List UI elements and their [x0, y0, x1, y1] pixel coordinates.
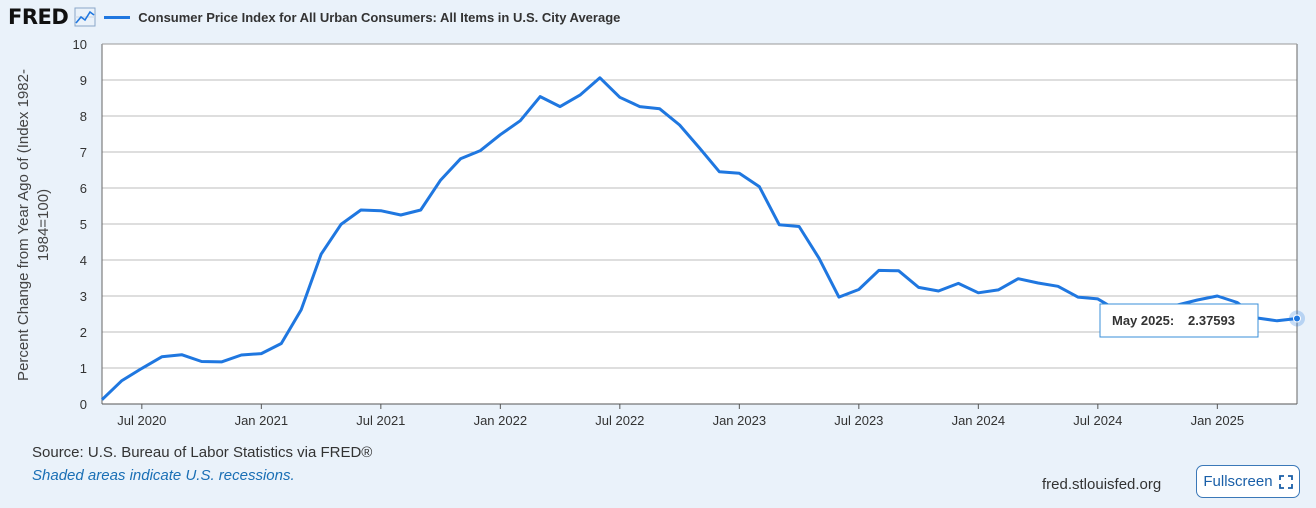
y-tick-label: 1: [80, 361, 87, 376]
site-link[interactable]: fred.stlouisfed.org: [1042, 476, 1162, 493]
recession-note: Shaded areas indicate U.S. recessions.: [32, 467, 295, 484]
x-tick-label: Jan 2022: [474, 413, 528, 428]
y-tick-label: 2: [80, 325, 87, 340]
y-tick-label: 10: [73, 37, 87, 52]
y-tick-label: 8: [80, 109, 87, 124]
y-axis-label: Percent Change from Year Ago of (Index 1…: [15, 69, 52, 381]
y-tick-label: 4: [80, 253, 87, 268]
legend-title[interactable]: Consumer Price Index for All Urban Consu…: [138, 9, 621, 25]
chart-icon: [74, 7, 96, 27]
x-tick-label: Jul 2022: [595, 413, 644, 428]
y-tick-label: 9: [80, 73, 87, 88]
y-tick-label: 3: [80, 289, 87, 304]
fullscreen-icon: [1278, 474, 1293, 489]
chart-header: FRED Consumer Price Index for All Urban …: [8, 3, 620, 31]
x-tick-label: Jan 2025: [1191, 413, 1245, 428]
x-tick-label: Jan 2024: [952, 413, 1006, 428]
x-tick-label: Jul 2020: [117, 413, 166, 428]
fullscreen-label: Fullscreen: [1203, 473, 1273, 490]
source-note: Source: U.S. Bureau of Labor Statistics …: [32, 444, 373, 461]
x-tick-label: Jul 2021: [356, 413, 405, 428]
x-tick-label: Jan 2023: [713, 413, 767, 428]
tooltip-box: [1099, 303, 1259, 338]
y-tick-label: 5: [80, 217, 87, 232]
fred-logo[interactable]: FRED: [8, 5, 69, 29]
line-chart[interactable]: 0 1 2 3 4 5 6 7 8 9 10 Jul 2020 Jan 2021 Jul 2021 Jan …: [0, 30, 1316, 440]
hover-marker[interactable]: [1293, 314, 1301, 323]
x-tick-label: Jul 2024: [1073, 413, 1122, 428]
y-tick-label: 7: [80, 145, 87, 160]
y-tick-label: 0: [80, 397, 87, 412]
tooltip-value: 2.37593: [1188, 313, 1235, 328]
series-line[interactable]: [100, 76, 1298, 401]
fullscreen-button[interactable]: Fullscreen: [1196, 465, 1300, 498]
x-tick-label: Jan 2021: [235, 413, 289, 428]
y-tick-label: 6: [80, 181, 87, 196]
x-tick-label: Jul 2023: [834, 413, 883, 428]
tooltip-label: May 2025:: [1112, 313, 1174, 328]
legend-line: [104, 15, 131, 19]
